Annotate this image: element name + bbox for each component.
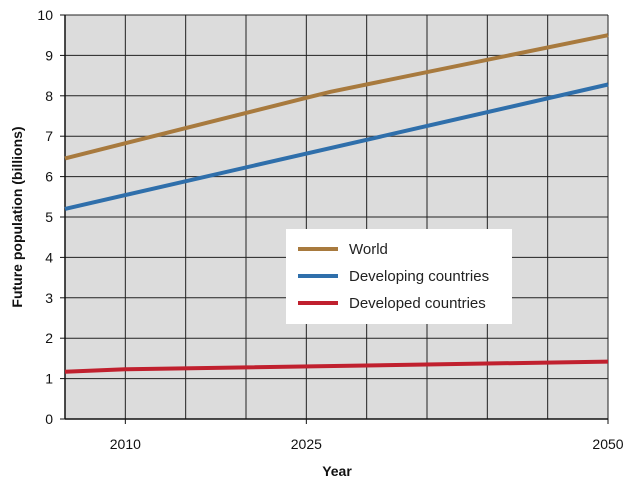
- y-axis-title: Future population (billions): [9, 126, 25, 307]
- y-tick-label-7: 7: [45, 128, 53, 144]
- legend-label-2: Developed countries: [349, 295, 486, 312]
- x-tick-label-2050: 2050: [592, 436, 623, 452]
- series-line-2: [64, 359, 609, 374]
- x-tick-label-2025: 2025: [291, 436, 322, 452]
- x-axis-title: Year: [322, 463, 352, 478]
- y-tick-labels: 0 1 2 3 4 5 6 7 8 9 10: [37, 7, 53, 427]
- y-tick-label-3: 3: [45, 290, 53, 306]
- y-tick-label-4: 4: [45, 249, 53, 265]
- legend-label-0: World: [349, 241, 388, 258]
- y-tick-label-5: 5: [45, 209, 53, 225]
- x-tick-label-2010: 2010: [110, 436, 141, 452]
- y-tick-label-9: 9: [45, 47, 53, 63]
- series-line-1: [64, 82, 609, 211]
- y-tick-label-1: 1: [45, 371, 53, 387]
- x-tick-labels: 2010 2025 2050: [110, 419, 624, 452]
- series-lines: [64, 33, 609, 374]
- y-tick-label-6: 6: [45, 169, 53, 185]
- legend-items: World Developing countries Developed count…: [298, 241, 489, 312]
- y-tick-label-8: 8: [45, 88, 53, 104]
- legend-label-1: Developing countries: [349, 268, 489, 285]
- y-tick-label-10: 10: [37, 7, 53, 23]
- legend: World Developing countries Developed count…: [286, 229, 512, 324]
- y-tick-label-2: 2: [45, 330, 53, 346]
- series-line-0: [64, 33, 609, 161]
- vertical-gridlines: [124, 15, 609, 419]
- y-tick-label-0: 0: [45, 411, 53, 427]
